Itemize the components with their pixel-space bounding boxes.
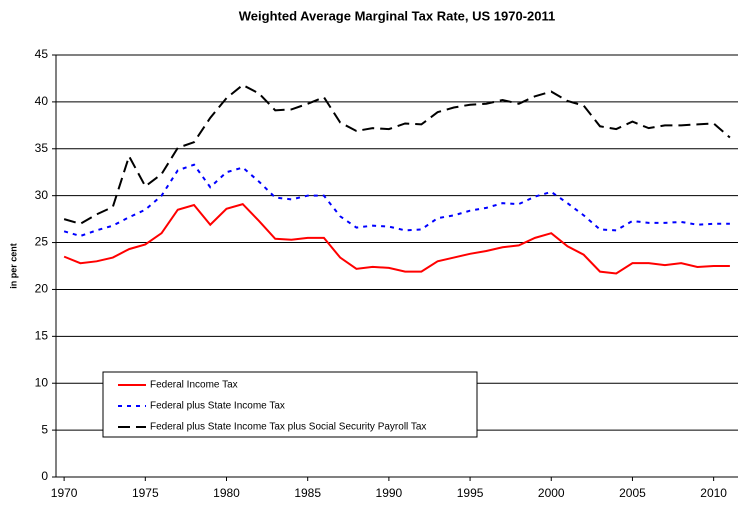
y-tick-label: 40	[35, 94, 49, 108]
y-tick-label: 35	[35, 141, 49, 155]
series-line	[63, 83, 731, 225]
y-tick-label: 45	[35, 47, 49, 61]
y-tick-label: 0	[41, 469, 48, 483]
x-tick-label: 1970	[51, 486, 78, 500]
y-tick-label: 5	[41, 422, 48, 436]
legend-label: Federal Income Tax	[150, 380, 238, 391]
series-line	[63, 163, 730, 238]
chart-title: Weighted Average Marginal Tax Rate, US 1…	[239, 8, 555, 23]
x-tick-label: 2005	[619, 486, 646, 500]
y-tick-label: 10	[35, 375, 49, 389]
x-tick-label: 1975	[132, 486, 159, 500]
x-tick-label: 1980	[213, 486, 240, 500]
x-tick-label: 1995	[457, 486, 484, 500]
y-tick-label: 15	[35, 329, 49, 343]
x-tick-label: 2010	[700, 486, 727, 500]
x-tick-label: 2000	[538, 486, 565, 500]
y-tick-label: 20	[35, 282, 49, 296]
series-line	[63, 202, 730, 275]
legend-label: Federal plus State Income Tax	[150, 401, 285, 412]
x-tick-label: 1985	[294, 486, 321, 500]
y-tick-label: 30	[35, 188, 49, 202]
legend-box	[102, 371, 478, 438]
x-tick-label: 1990	[376, 486, 403, 500]
y-axis-label: in per cent	[8, 243, 18, 289]
y-tick-label: 25	[35, 235, 49, 249]
legend-label: Federal plus State Income Tax plus Socia…	[150, 422, 426, 433]
